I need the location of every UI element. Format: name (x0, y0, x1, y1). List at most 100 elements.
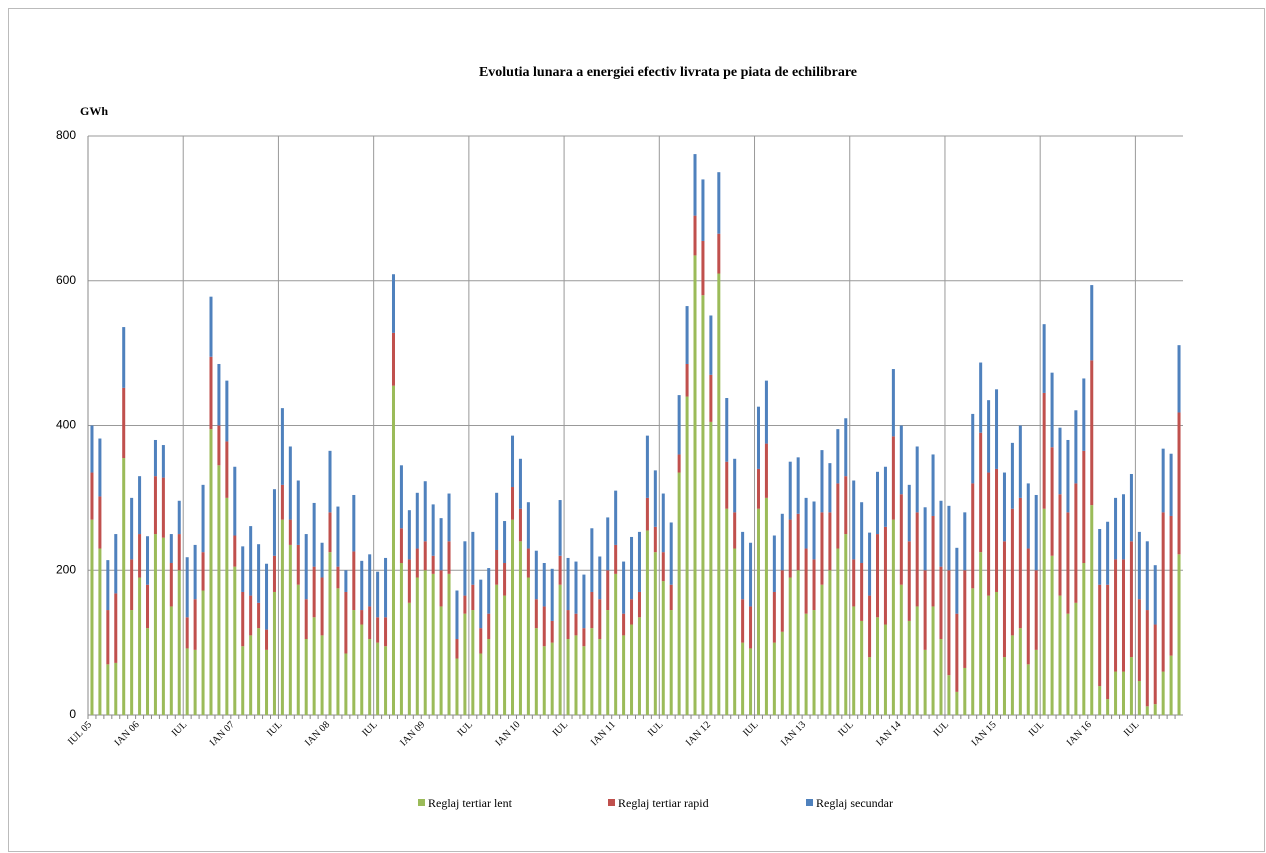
bar-segment (193, 544, 197, 600)
bar-segment (352, 551, 356, 611)
bar-segment (852, 480, 856, 560)
bar-segment (582, 628, 586, 647)
bar-segment (352, 610, 356, 715)
bar-segment (169, 606, 173, 715)
bar-segment (844, 534, 848, 715)
bar-segment (876, 534, 880, 618)
bar-segment (217, 425, 221, 466)
bar-segment (511, 487, 515, 520)
bar-segment (725, 508, 729, 715)
bar-segment (566, 557, 570, 611)
y-tick-label: 400 (56, 418, 76, 432)
bar-segment (780, 631, 784, 715)
bar-segment (431, 555, 435, 574)
bar-segment (328, 512, 332, 553)
bar-segment (542, 606, 546, 647)
bar-segment (1066, 439, 1070, 513)
bar-segment (669, 522, 673, 585)
bar-segment (971, 588, 975, 715)
bar-segment (153, 476, 157, 535)
bar-segment (574, 635, 578, 715)
bar-segment (741, 599, 745, 643)
bar-segment (169, 563, 173, 607)
bar-segment (907, 620, 911, 715)
bar-segment (1002, 541, 1006, 658)
bar-segment (90, 519, 94, 715)
legend-label: Reglaj secundar (816, 796, 893, 810)
bar-segment (344, 591, 348, 654)
bar-segment (130, 559, 134, 611)
bar-segment (701, 240, 705, 296)
bar-segment (399, 465, 403, 529)
bar-segment (241, 591, 245, 647)
bar-segment (637, 531, 641, 592)
bar-segment (1026, 664, 1030, 715)
bar-segment (939, 566, 943, 640)
bar-segment (487, 568, 491, 614)
bar-segment (566, 639, 570, 715)
y-tick-label: 600 (56, 273, 76, 287)
bar-segment (511, 435, 515, 488)
bar-segment (479, 628, 483, 654)
legend-label: Reglaj tertiar lent (428, 796, 513, 810)
bar-segment (526, 548, 530, 578)
bar-segment (749, 606, 753, 649)
bar-segment (717, 172, 721, 234)
bar-segment (1169, 515, 1173, 656)
bar-segment (225, 441, 229, 498)
bar-segment (114, 662, 118, 715)
bar-segment (296, 480, 300, 545)
bar-segment (883, 466, 887, 527)
bar-segment (130, 497, 134, 560)
bar-segment (550, 620, 554, 643)
bar-segment (677, 454, 681, 473)
bar-segment (1129, 473, 1133, 542)
bar-segment (1074, 602, 1078, 715)
bar-segment (542, 563, 546, 607)
bar-segment (764, 380, 768, 444)
bar-segment (1153, 565, 1157, 625)
bar-segment (653, 470, 657, 527)
bar-segment (447, 541, 451, 574)
bar-segment (161, 445, 165, 478)
bar-segment (217, 363, 221, 426)
bar-segment (685, 363, 689, 397)
bar-segment (360, 560, 364, 611)
bar-segment (566, 610, 570, 640)
bar-segment (590, 591, 594, 629)
bar-segment (1026, 483, 1030, 549)
bar-segment (272, 591, 276, 715)
bar-segment (201, 552, 205, 591)
bar-segment (630, 536, 634, 600)
bar-segment (495, 584, 499, 715)
bar-segment (868, 595, 872, 658)
bar-segment (725, 461, 729, 509)
bar-segment (1042, 508, 1046, 715)
bar-segment (257, 544, 261, 603)
bar-segment (312, 502, 316, 567)
bar-segment (257, 628, 261, 715)
bar-segment (558, 500, 562, 556)
bar-segment (907, 541, 911, 621)
bar-segment (391, 274, 395, 333)
bar-segment (645, 530, 649, 715)
bar-segment (241, 546, 245, 592)
bar-segment (1177, 412, 1181, 555)
bar-segment (304, 599, 308, 640)
bar-segment (828, 512, 832, 571)
bar-segment (788, 577, 792, 715)
bar-segment (812, 610, 816, 715)
bar-segment (336, 566, 340, 589)
bar-segment (272, 555, 276, 592)
bar-segment (1161, 671, 1165, 715)
bar-segment (1042, 392, 1046, 509)
bar-segment (637, 591, 641, 618)
bar-segment (653, 526, 657, 553)
bar-segment (733, 548, 737, 715)
bar-segment (780, 570, 784, 632)
bar-segment (749, 542, 753, 607)
bar-segment (883, 624, 887, 715)
bar-segment (995, 389, 999, 469)
bar-segment (923, 507, 927, 571)
bar-segment (376, 642, 380, 715)
